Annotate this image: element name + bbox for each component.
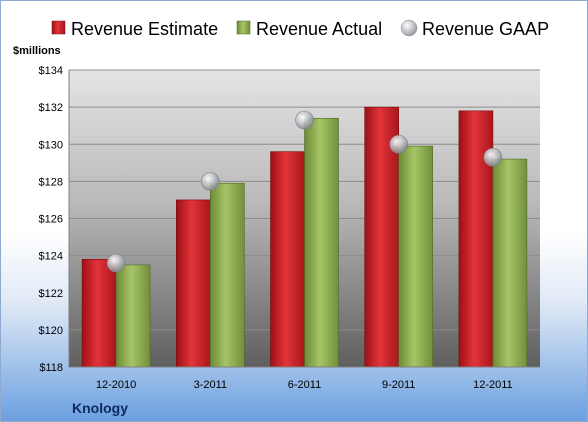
legend-item-estimate: Revenue Estimate: [51, 19, 218, 39]
y-axis-unit-label: $millions: [13, 45, 61, 57]
y-axis-ticks: $118 $120 $122 $124 $126 $128 $130 $132 $134: [39, 65, 63, 374]
y-tick-label: $128: [39, 176, 63, 188]
y-tick-label: $134: [39, 65, 63, 77]
bar-revenue-estimate: [458, 110, 494, 368]
bar-revenue-actual: [492, 158, 528, 368]
y-tick-label: $118: [39, 362, 63, 374]
bar-revenue-estimate: [176, 199, 211, 368]
marker-revenue-gaap: [483, 147, 503, 167]
legend-swatch-gaap: [400, 19, 418, 37]
x-tick-label: 12-2010: [96, 379, 136, 391]
gaap-markers: [106, 110, 503, 273]
legend: Revenue Estimate Revenue Actual Revenue …: [51, 19, 549, 39]
y-tick-label: $124: [39, 251, 63, 263]
y-tick-label: $132: [39, 102, 63, 114]
marker-revenue-gaap: [201, 172, 220, 191]
y-tick-label: $120: [39, 325, 63, 337]
bar-revenue-estimate: [270, 151, 305, 368]
y-tick-label: $130: [39, 139, 63, 151]
x-tick-label: 9-2011: [382, 379, 415, 391]
y-tick-label: $122: [39, 288, 63, 300]
bar-revenue-estimate: [81, 259, 117, 368]
x-tick-label: 12-2011: [473, 379, 513, 391]
x-tick-label: 3-2011: [194, 379, 227, 391]
marker-revenue-gaap: [106, 253, 126, 273]
marker-revenue-gaap: [389, 134, 409, 154]
y-tick-label: $126: [39, 214, 63, 226]
legend-item-gaap: Revenue GAAP: [400, 19, 549, 39]
company-name: Knology: [72, 400, 128, 416]
legend-label-actual: Revenue Actual: [256, 19, 382, 39]
bars: [81, 106, 528, 368]
bar-revenue-actual: [210, 182, 245, 368]
legend-label-gaap: Revenue GAAP: [422, 19, 549, 39]
x-tick-label: 6-2011: [288, 379, 321, 391]
marker-revenue-gaap: [295, 110, 314, 130]
bar-revenue-actual: [115, 264, 151, 368]
x-axis-ticks: 12-2010 3-2011 6-2011 9-2011 12-2011: [96, 379, 513, 391]
bar-revenue-actual: [398, 145, 434, 368]
bar-revenue-actual: [304, 117, 339, 368]
legend-swatch-actual: [236, 20, 251, 35]
legend-swatch-estimate: [51, 20, 66, 35]
legend-label-estimate: Revenue Estimate: [71, 19, 218, 39]
legend-item-actual: Revenue Actual: [236, 19, 382, 39]
